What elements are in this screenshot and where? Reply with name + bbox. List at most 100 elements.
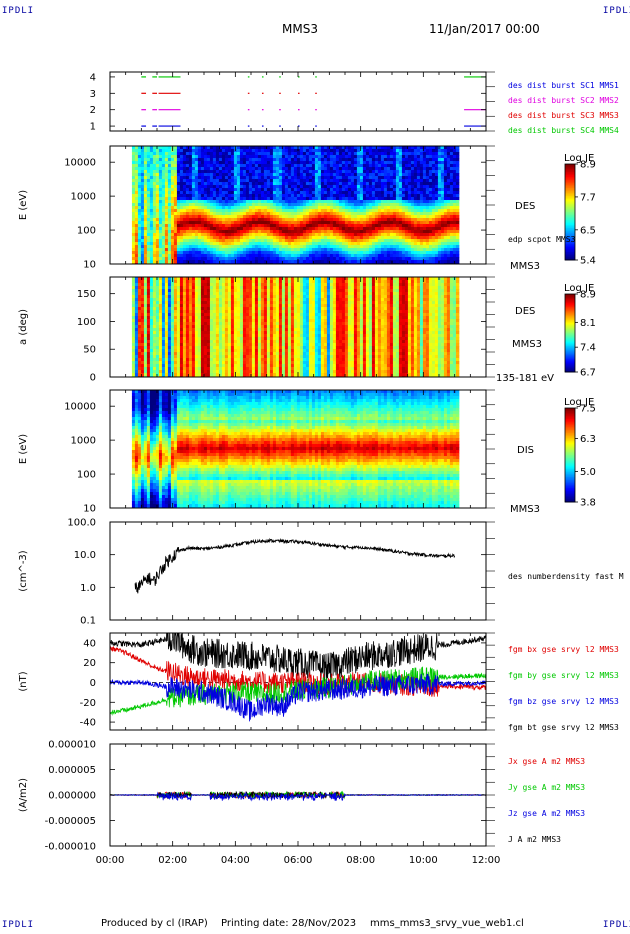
- spectrogram-cell: [203, 200, 208, 204]
- spectrogram-cell: [419, 176, 424, 180]
- spectrogram-cell: [146, 307, 151, 311]
- spectrogram-cell: [176, 176, 181, 180]
- spectrogram-cell: [251, 221, 256, 225]
- spectrogram-cell: [242, 209, 247, 213]
- spectrogram-cell: [287, 146, 292, 150]
- spectrogram-cell: [398, 173, 403, 177]
- spectrogram-cell: [455, 203, 460, 207]
- spectrogram-cell: [275, 191, 280, 195]
- spectrogram-cell: [434, 149, 439, 153]
- spectrogram-cell: [431, 254, 436, 258]
- spectrogram-cell: [296, 254, 301, 258]
- spectrogram-cell: [236, 188, 241, 192]
- spectrogram-cell: [362, 227, 367, 231]
- spectrogram-cell: [140, 355, 145, 359]
- spectrogram-cell: [299, 212, 304, 216]
- spectrogram-cell: [194, 179, 199, 183]
- spectrogram-cell: [239, 212, 244, 216]
- spectrogram-cell: [194, 209, 199, 213]
- spectrogram-cell: [146, 158, 151, 162]
- spectrogram-cell: [455, 194, 460, 198]
- spectrogram-cell: [377, 212, 382, 216]
- spectrogram-cell: [227, 203, 232, 207]
- spectrogram-cell: [383, 209, 388, 213]
- spectrogram-cell: [245, 230, 250, 234]
- electron-energy-colorbar-segment: [565, 164, 575, 167]
- spectrogram-cell: [215, 236, 220, 240]
- spectrogram-cell: [215, 212, 220, 216]
- spectrogram-cell: [368, 182, 373, 186]
- spectrogram-cell: [347, 227, 352, 231]
- spectrogram-cell: [224, 191, 229, 195]
- spectrogram-cell: [149, 161, 154, 165]
- spectrogram-cell: [161, 337, 166, 341]
- spectrogram-cell: [260, 203, 265, 207]
- spectrogram-cell: [338, 176, 343, 180]
- spectrogram-cell: [317, 188, 322, 192]
- spectrogram-cell: [356, 146, 361, 150]
- spectrogram-cell: [431, 164, 436, 168]
- spectrogram-cell: [395, 146, 400, 150]
- spectrogram-cell: [377, 200, 382, 204]
- spectrogram-cell: [167, 349, 172, 353]
- spectrogram-cell: [137, 230, 142, 234]
- spectrogram-cell: [203, 191, 208, 195]
- spectrogram-cell: [140, 358, 145, 362]
- spectrogram-cell: [191, 239, 196, 243]
- spectrogram-cell: [344, 176, 349, 180]
- spectrogram-cell: [440, 146, 445, 150]
- spectrogram-cell: [302, 170, 307, 174]
- spectrogram-cell: [152, 206, 157, 210]
- spectrogram-cell: [389, 188, 394, 192]
- spectrogram-cell: [377, 239, 382, 243]
- spectrogram-cell: [134, 242, 139, 246]
- spectrogram-cell: [314, 209, 319, 213]
- spectrogram-cell: [371, 242, 376, 246]
- electron-energy-colorbar-segment: [565, 240, 575, 243]
- spectrogram-cell: [323, 191, 328, 195]
- spectrogram-cell: [158, 346, 163, 350]
- spectrogram-cell: [410, 227, 415, 231]
- spectrogram-cell: [284, 227, 289, 231]
- spectrogram-cell: [167, 277, 172, 281]
- spectrogram-cell: [386, 218, 391, 222]
- spectrogram-cell: [164, 337, 169, 341]
- spectrogram-cell: [182, 248, 187, 252]
- spectrogram-cell: [137, 280, 142, 284]
- spectrogram-cell: [155, 361, 160, 365]
- spectrogram-cell: [173, 301, 178, 305]
- spectrogram-cell: [248, 176, 253, 180]
- spectrogram-cell: [218, 191, 223, 195]
- spectrogram-cell: [260, 149, 265, 153]
- spectrogram-cell: [323, 149, 328, 153]
- spectrogram-cell: [275, 188, 280, 192]
- spectrogram-cell: [434, 167, 439, 171]
- spectrogram-cell: [200, 236, 205, 240]
- spectrogram-cell: [320, 200, 325, 204]
- spectrogram-cell: [452, 152, 457, 156]
- spectrogram-cell: [170, 185, 175, 189]
- spectrogram-cell: [329, 203, 334, 207]
- spectrogram-cell: [146, 179, 151, 183]
- spectrogram-cell: [155, 358, 160, 362]
- spectrogram-cell: [251, 179, 256, 183]
- spectrogram-cell: [230, 146, 235, 150]
- spectrogram-cell: [254, 206, 259, 210]
- spectrogram-cell: [218, 152, 223, 156]
- spectrogram-cell: [242, 227, 247, 231]
- spectrogram-cell: [185, 155, 190, 159]
- spectrogram-cell: [362, 146, 367, 150]
- spectrogram-cell: [182, 170, 187, 174]
- electron-energy-colorbar-segment: [565, 194, 575, 197]
- spectrogram-cell: [206, 161, 211, 165]
- spectrogram-cell: [224, 212, 229, 216]
- spectrogram-cell: [374, 161, 379, 165]
- spectrogram-cell: [350, 245, 355, 249]
- spectrogram-cell: [353, 221, 358, 225]
- spectrogram-cell: [227, 224, 232, 228]
- spectrogram-cell: [365, 224, 370, 228]
- spectrogram-cell: [176, 149, 181, 153]
- spectrogram-cell: [353, 152, 358, 156]
- spectrogram-cell: [386, 167, 391, 171]
- spectrogram-cell: [134, 292, 139, 296]
